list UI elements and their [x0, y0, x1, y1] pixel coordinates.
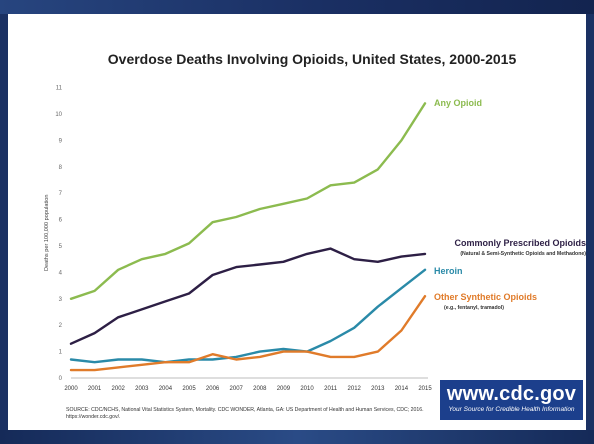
y-axis-label: Deaths per 100,000 population: [44, 195, 50, 272]
x-tick-label: 2002: [112, 386, 126, 392]
labels-layer: Any Opioid Commonly Prescribed Opioids (Na…: [434, 98, 586, 311]
y-tick-label: 3: [59, 297, 63, 303]
x-tick-label: 2004: [159, 386, 173, 392]
y-tick-label: 1: [59, 350, 63, 356]
x-tick-label: 2014: [395, 386, 409, 392]
x-tick-label: 2000: [64, 386, 78, 392]
series-label: Other Synthetic Opioids: [434, 292, 537, 302]
x-tick-label: 2012: [348, 386, 362, 392]
x-tick-label: 2001: [88, 386, 102, 392]
series-sublabel: (Natural & Semi-Synthetic Opioids and Me…: [460, 251, 586, 257]
series-label: Heroin: [434, 266, 463, 276]
axes-layer: 0 1 2 3 4 5 6 7 8 9 10 11 2000 2001 2002 2003 2004 2005 20…: [44, 86, 432, 392]
series-line: [69, 268, 427, 364]
source-note: SOURCE: CDC/NCHS, National Vital Statist…: [66, 407, 424, 420]
x-tick-label: 2006: [206, 386, 220, 392]
slide-top-band: [0, 0, 594, 14]
series-sublabel: (e.g., fentanyl, tramadol): [444, 305, 504, 311]
y-tick-label: 11: [56, 86, 63, 92]
series-line: [69, 295, 427, 372]
chart-title: Overdose Deaths Involving Opioids, Unite…: [107, 51, 517, 67]
x-tick-label: 2013: [371, 386, 385, 392]
series-line: [69, 247, 427, 345]
x-tick-label: 2015: [418, 386, 432, 392]
slide-bottom-band: [0, 430, 594, 444]
series-line: [69, 102, 427, 300]
lines-layer: [69, 102, 427, 372]
y-tick-label: 5: [59, 244, 63, 250]
x-tick-label: 2011: [324, 386, 338, 392]
series-label: Commonly Prescribed Opioids: [454, 238, 586, 248]
cdc-logo-badge[interactable]: www.cdc.gov Your Source for Credible Hea…: [440, 380, 583, 420]
x-tick-label: 2009: [277, 386, 291, 392]
series-label: Any Opioid: [434, 98, 482, 108]
y-tick-label: 7: [59, 191, 63, 197]
x-tick-label: 2007: [230, 386, 244, 392]
x-tick-label: 2003: [135, 386, 149, 392]
y-tick-label: 8: [59, 165, 63, 171]
x-tick-label: 2005: [182, 386, 196, 392]
x-tick-label: 2008: [253, 386, 267, 392]
y-tick-label: 0: [59, 376, 63, 382]
y-tick-label: 2: [59, 323, 63, 329]
y-tick-label: 9: [59, 138, 63, 144]
y-tick-label: 6: [59, 218, 63, 224]
cdc-url[interactable]: www.cdc.gov: [446, 383, 577, 405]
cdc-tagline: Your Source for Credible Health Informat…: [448, 406, 575, 413]
x-tick-label: 2010: [300, 386, 314, 392]
y-tick-label: 4: [59, 270, 63, 276]
y-tick-label: 10: [55, 112, 62, 118]
